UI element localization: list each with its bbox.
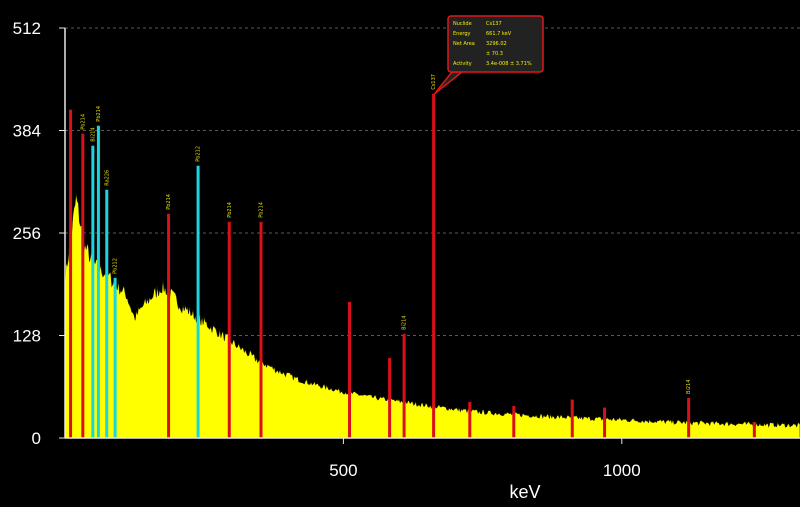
peak-nuclide-label: Pb212	[113, 258, 119, 274]
x-tick-labels: 500 1000	[329, 438, 641, 480]
peak-nuclide-label: Ra226	[104, 170, 110, 186]
peak-line[interactable]	[105, 189, 109, 438]
peak-line[interactable]	[388, 357, 392, 438]
peak-line[interactable]	[432, 93, 436, 438]
peak-line[interactable]	[81, 133, 85, 438]
peak-nuclide-label: Bi214	[686, 380, 692, 394]
peak-nuclide-label: Bi214	[402, 316, 408, 330]
x-tick-label: 500	[329, 461, 357, 480]
tooltip-value: ± 70.3	[486, 51, 503, 57]
peak-line[interactable]	[167, 213, 171, 438]
peak-nuclide-label: Pb214	[227, 202, 233, 218]
peak-lines: Pb214Bi214Pb214Ra226Pb212Pb214Pb212Pb214…	[69, 74, 756, 438]
tooltip-value: 3.4e-008 ± 3.71%	[486, 61, 532, 67]
tooltip-key: Nuclide	[453, 21, 472, 27]
y-tick-label: 512	[13, 19, 41, 38]
peak-nuclide-label: Pb214	[96, 106, 102, 122]
peak-line[interactable]	[348, 301, 352, 438]
peak-line[interactable]	[687, 397, 691, 438]
x-axis-title: keV	[509, 482, 540, 502]
y-tick-label: 256	[13, 224, 41, 243]
peak-info-tooltip[interactable]: Nuclide Cs137 Energy 661.7 keV Net Area 3296.…	[434, 15, 544, 95]
peak-nuclide-label: Pb214	[259, 202, 265, 218]
x-tick-label: 1000	[603, 461, 641, 480]
peak-line[interactable]	[402, 333, 406, 438]
peak-line[interactable]	[227, 221, 231, 438]
peak-line[interactable]	[91, 145, 95, 438]
tooltip-key: Net Area	[453, 41, 475, 47]
tooltip-value: Cs137	[486, 21, 502, 27]
tooltip-box	[447, 15, 544, 73]
tooltip-value: 3296.02	[486, 41, 507, 47]
tooltip-key: Activity	[453, 61, 472, 67]
peak-line[interactable]	[468, 401, 472, 438]
peak-line[interactable]	[570, 399, 574, 438]
peak-nuclide-label: Bi214	[90, 127, 96, 141]
y-tick-labels: 0 128 256 384 512	[13, 19, 65, 448]
y-tick-label: 128	[13, 327, 41, 346]
tooltip-value: 661.7 keV	[486, 31, 512, 37]
peak-nuclide-label: Pb214	[80, 114, 86, 130]
peak-line[interactable]	[512, 405, 516, 438]
peak-nuclide-label: Cs137	[431, 74, 437, 90]
y-tick-label: 384	[13, 122, 41, 141]
y-tick-label: 0	[32, 429, 41, 448]
peak-line[interactable]	[603, 407, 607, 438]
peak-line[interactable]	[259, 221, 263, 438]
peak-line[interactable]	[752, 421, 756, 438]
peak-nuclide-label: Pb212	[196, 146, 202, 162]
peak-line[interactable]	[196, 165, 200, 438]
peak-nuclide-label: Pb214	[166, 194, 172, 210]
peak-line[interactable]	[96, 125, 100, 438]
peak-line[interactable]	[113, 277, 117, 438]
tooltip-key: Energy	[453, 31, 471, 37]
peak-line[interactable]	[69, 109, 73, 438]
